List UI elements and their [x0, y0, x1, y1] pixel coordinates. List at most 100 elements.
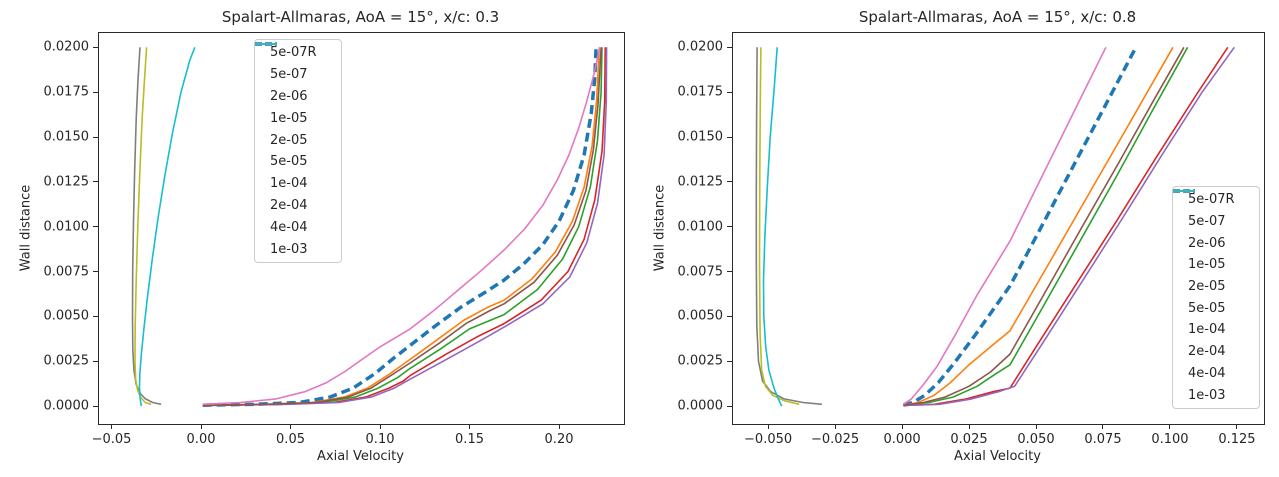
x-tick-mark: [200, 424, 202, 429]
y-tick-label: 0.0100: [677, 219, 724, 235]
series-line-5e-05: [903, 46, 1185, 407]
plot-title: Spalart-Allmaras, AoA = 15°, x/c: 0.8: [858, 8, 1137, 26]
y-tick-label: 0.0100: [43, 219, 90, 235]
y-tick-label: 0.0175: [43, 84, 90, 100]
legend-item: 2e-06: [1173, 190, 1259, 251]
y-tick-mark: [93, 405, 98, 407]
legend-item: 2e-05: [1173, 190, 1259, 295]
x-tick-mark: [111, 424, 113, 429]
x-tick-mark: [1236, 424, 1238, 429]
series-line-1e-05: [202, 47, 606, 407]
plot-area: −0.050 −0.025 0.000 0.025 0.050 0.075 0.100 0.1…: [678, 32, 1265, 447]
y-tick-mark: [727, 271, 732, 273]
legend-item-label: 2e-04: [1188, 344, 1226, 360]
y-tick-label: 0.0200: [43, 39, 90, 55]
y-tick-label: 0.0075: [677, 264, 724, 280]
series-line-5e-05: [202, 47, 602, 407]
series-line-5e-07: [903, 46, 1174, 407]
legend-item: 2e-04: [1173, 190, 1259, 360]
x-tick-label: 0.00: [186, 432, 216, 447]
x-tick-mark: [767, 424, 769, 429]
y-tick-mark: [727, 405, 732, 407]
legend-item-label: 5e-07: [270, 67, 308, 83]
y-tick-mark: [727, 315, 732, 317]
legend-item: 5e-07: [255, 43, 341, 83]
x-tick-mark: [558, 424, 560, 429]
legend-item: 4e-04: [1173, 190, 1259, 381]
y-tick-label: 0.0150: [677, 129, 724, 145]
series-lines: [131, 47, 608, 407]
series-line-1e-03: [762, 47, 783, 407]
y-tick-label: 0.0175: [677, 84, 724, 100]
legend-item: 2e-04: [255, 43, 341, 213]
x-tick-label: −0.025: [811, 432, 860, 447]
y-tick-label: 0.0200: [677, 39, 724, 55]
x-tick-label: 0.125: [1218, 432, 1256, 447]
legend-item-label: 2e-06: [1188, 235, 1226, 251]
legend-item: 1e-03: [255, 43, 341, 257]
y-axis-label: Wall distance: [18, 184, 34, 271]
x-tick-mark: [1102, 424, 1104, 429]
x-tick-mark: [379, 424, 381, 429]
y-tick-label: 0.0025: [677, 353, 724, 369]
x-tick-mark: [1035, 424, 1037, 429]
legend-item-label: 1e-03: [1188, 387, 1226, 403]
y-tick-mark: [93, 91, 98, 93]
y-tick-mark: [727, 46, 732, 48]
x-axis-label: Axial Velocity: [317, 449, 404, 464]
legend: 5e-07R 5e-07 2e-06 1e-05 2e-05 5e-05 1e-04 2e-0…: [254, 39, 342, 263]
y-tick-label: 0.0150: [43, 129, 90, 145]
legend-item-label: 5e-05: [1188, 300, 1226, 316]
legend-item: 2e-05: [255, 43, 341, 148]
x-tick-mark: [469, 424, 471, 429]
series-lines: [755, 46, 1235, 407]
legend-item: 1e-04: [1173, 190, 1259, 337]
series-line-2e-05: [202, 47, 608, 407]
series-line-2e-04: [755, 47, 822, 406]
legend-item-label: 5e-07: [1188, 214, 1226, 230]
plot-title: Spalart-Allmaras, AoA = 15°, x/c: 0.3: [221, 8, 500, 26]
x-tick-label: −0.050: [744, 432, 793, 447]
x-tick-label: 0.10: [365, 432, 395, 447]
series-line-2e-05: [903, 46, 1235, 407]
x-axis-label: Axial Velocity: [954, 449, 1041, 464]
y-tick-mark: [93, 271, 98, 273]
legend-item: 4e-04: [255, 43, 341, 235]
legend-item-label: 4e-04: [1188, 365, 1226, 381]
legend-item: 1e-04: [255, 43, 341, 191]
legend-item-label: 2e-04: [270, 197, 308, 213]
y-tick-label: 0.0125: [677, 174, 724, 190]
series-line-5e-07R: [202, 47, 598, 407]
x-tick-label: 0.050: [1017, 432, 1055, 447]
legend-item-label: 2e-05: [270, 132, 308, 148]
series-line-1e-04: [202, 47, 601, 406]
legend-item: 1e-05: [1173, 190, 1259, 273]
y-tick-label: 0.0075: [43, 264, 90, 280]
x-tick-mark: [290, 424, 292, 429]
legend-item-label: 1e-03: [270, 241, 308, 257]
legend-item-label: 5e-07R: [270, 45, 317, 61]
legend-item-label: 2e-05: [1188, 279, 1226, 295]
x-tick-mark: [901, 424, 903, 429]
x-tick-label: −0.05: [91, 432, 132, 447]
y-tick-mark: [727, 360, 732, 362]
x-tick-label: 0.20: [544, 432, 574, 447]
y-axis-label: Wall distance: [652, 184, 668, 271]
series-line-5e-07R: [902, 46, 1138, 407]
x-tick-label: 0.075: [1084, 432, 1122, 447]
y-tick-mark: [727, 136, 732, 138]
x-tick-label: 0.15: [455, 432, 484, 447]
y-tick-mark: [93, 315, 98, 317]
legend-item: 5e-07: [1173, 190, 1259, 230]
legend-item-label: 1e-05: [1188, 257, 1226, 273]
y-tick-mark: [93, 226, 98, 228]
y-tick-label: 0.0025: [43, 353, 90, 369]
series-line-1e-05: [903, 46, 1229, 407]
legend-item: 1e-03: [1173, 190, 1259, 403]
y-tick-mark: [93, 46, 98, 48]
x-tick-label: 0.025: [950, 432, 988, 447]
legend-item: 5e-05: [255, 43, 341, 169]
y-tick-mark: [93, 136, 98, 138]
legend-line-sample: [1173, 190, 1195, 192]
